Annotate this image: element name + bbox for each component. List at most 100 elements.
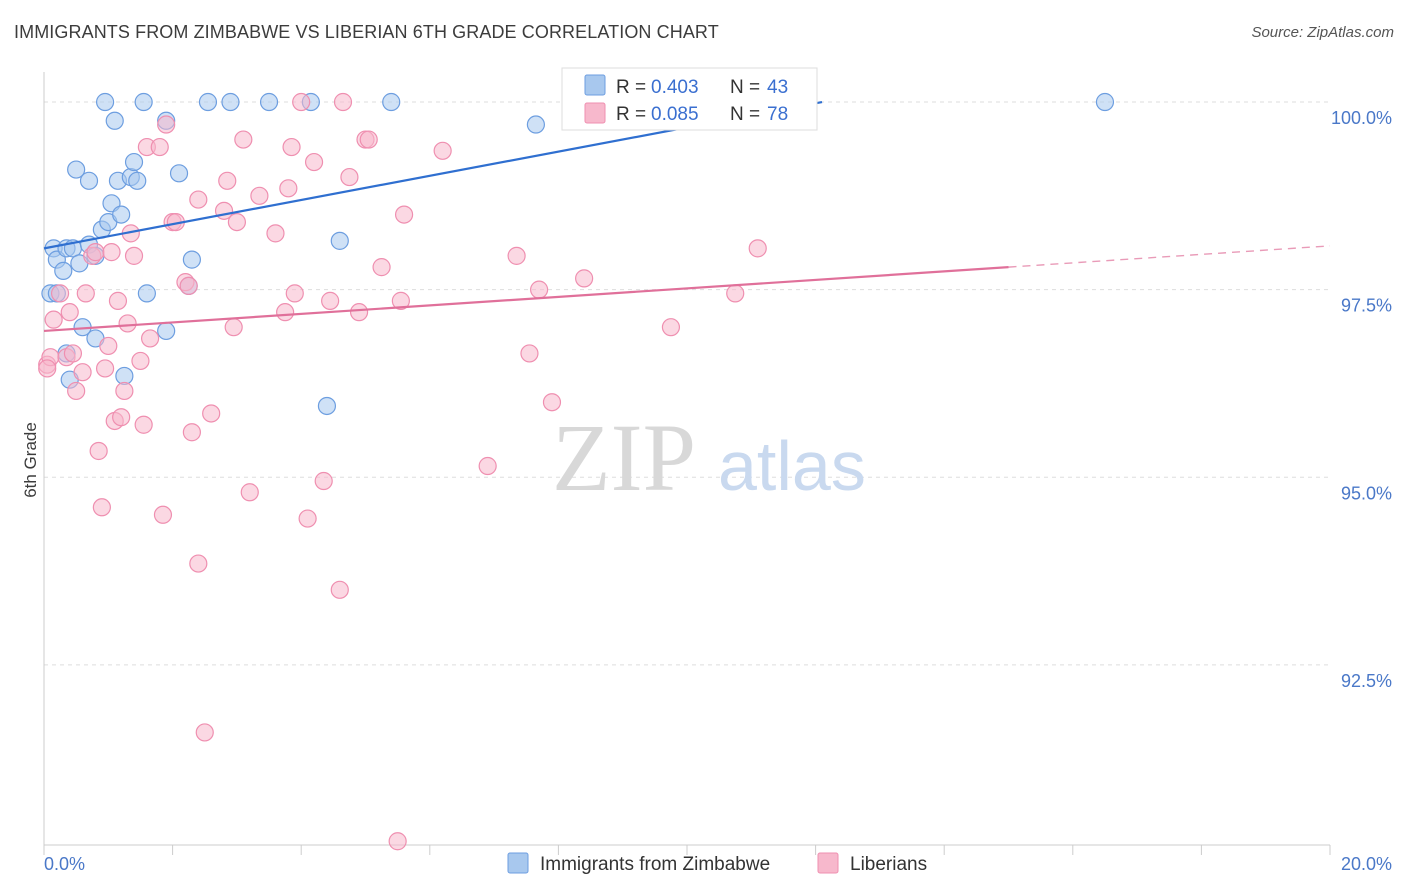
liberian-point-49 xyxy=(279,179,298,198)
liberian-point-16 xyxy=(102,243,121,262)
liberian-point-21 xyxy=(118,314,137,333)
y-tick-label-2: 95.0% xyxy=(1341,483,1392,503)
legend-swatch-pink xyxy=(584,102,606,124)
liberian-point-52 xyxy=(292,92,311,112)
liberian-point-20 xyxy=(115,381,134,401)
zimbabwe-point-40 xyxy=(330,231,349,250)
y-tick-label-1: 97.5% xyxy=(1341,296,1392,316)
chart-source: Source: ZipAtlas.com xyxy=(1251,24,1394,41)
zimbabwe-point-12 xyxy=(112,205,131,224)
legend-r-label-pink: R = xyxy=(616,104,646,125)
liberian-trend-extension xyxy=(1008,245,1331,268)
liberian-point-45 xyxy=(240,483,259,502)
axes xyxy=(43,72,1331,855)
tick-labels: 100.0% 97.5% 95.0% 92.5% 0.0% 20.0% 6th Grade xyxy=(21,108,1392,874)
liberian-point-11 xyxy=(86,243,105,262)
series-legend-label-liberians: Liberians xyxy=(850,854,927,875)
correlation-legend: R = 0.403 N = 43 R = 0.085 N = 78 xyxy=(561,67,818,131)
liberian-point-2 xyxy=(44,310,63,329)
liberian-point-25 xyxy=(134,415,153,434)
liberian-point-13 xyxy=(92,498,111,517)
liberian-point-67 xyxy=(433,141,452,160)
zimbabwe-point-13 xyxy=(67,160,86,179)
liberian-point-47 xyxy=(266,224,285,243)
liberian-point-24 xyxy=(131,351,150,371)
liberian-point-68 xyxy=(478,456,497,476)
legend-n-value-blue: 43 xyxy=(767,77,788,98)
watermark: ZIP atlas xyxy=(552,404,866,511)
liberian-point-65 xyxy=(394,205,414,224)
liberian-point-15 xyxy=(99,336,118,356)
y-axis-title: 6th Grade xyxy=(21,422,40,498)
y-tick-label-3: 92.5% xyxy=(1341,671,1392,691)
zimbabwe-point-18 xyxy=(128,171,147,190)
legend-r-label-blue: R = xyxy=(616,77,646,98)
scatter-points xyxy=(38,92,1115,851)
zimbabwe-point-21 xyxy=(134,92,153,112)
liberian-point-56 xyxy=(321,291,340,310)
liberian-point-69 xyxy=(507,246,526,265)
liberian-point-74 xyxy=(661,318,681,337)
legend-swatch-blue xyxy=(584,74,606,96)
liberian-point-41 xyxy=(218,171,237,190)
zimbabwe-point-2 xyxy=(54,261,73,280)
liberian-point-29 xyxy=(153,505,173,524)
liberian-point-70 xyxy=(520,344,539,363)
x-tick-label-1: 20.0% xyxy=(1341,854,1392,874)
zimbabwe-point-23 xyxy=(169,164,189,183)
liberian-point-14 xyxy=(95,359,115,378)
series-legend-swatch-liberians xyxy=(817,852,839,874)
liberian-point-76 xyxy=(748,239,767,258)
liberian-point-7 xyxy=(67,381,86,401)
zimbabwe-point-42 xyxy=(1095,92,1115,112)
liberian-point-12 xyxy=(89,441,108,461)
series-legend-swatch-zimbabwe xyxy=(507,852,529,874)
liberian-point-42 xyxy=(224,318,243,337)
liberian-point-28 xyxy=(150,137,169,157)
liberian-point-5 xyxy=(63,344,83,363)
liberian-point-34 xyxy=(179,276,198,295)
liberian-point-59 xyxy=(340,167,359,187)
chart-title: IMMIGRANTS FROM ZIMBABWE VS LIBERIAN 6TH… xyxy=(14,22,719,42)
liberian-point-72 xyxy=(542,393,562,412)
liberian-point-64 xyxy=(391,291,410,310)
x-tick-label-0: 0.0% xyxy=(44,854,85,874)
legend-n-label-blue: N = xyxy=(730,77,760,98)
grid-lines xyxy=(44,101,1330,666)
liberian-point-71 xyxy=(530,280,549,299)
liberian-point-55 xyxy=(314,471,333,491)
series-legend-label-zimbabwe: Immigrants from Zimbabwe xyxy=(540,854,770,875)
liberian-point-30 xyxy=(157,115,176,134)
zimbabwe-point-26 xyxy=(137,284,156,303)
zimbabwe-point-35 xyxy=(221,92,240,112)
liberian-point-75 xyxy=(726,284,745,303)
liberian-point-3 xyxy=(50,284,70,303)
liberian-point-8 xyxy=(73,363,92,382)
zimbabwe-point-41 xyxy=(526,115,545,134)
legend-n-label-pink: N = xyxy=(730,104,760,125)
liberian-point-6 xyxy=(60,303,79,322)
liberian-point-50 xyxy=(282,137,301,157)
watermark-atlas: atlas xyxy=(718,427,866,505)
liberian-point-53 xyxy=(298,509,317,528)
zimbabwe-point-14 xyxy=(79,171,99,190)
liberian-point-77 xyxy=(38,359,57,378)
zimbabwe-point-38 xyxy=(382,92,401,112)
liberian-point-19 xyxy=(112,408,131,427)
liberian-point-23 xyxy=(124,246,144,265)
liberian-point-73 xyxy=(575,269,594,288)
zimbabwe-point-17 xyxy=(124,152,144,172)
zimbabwe-point-19 xyxy=(105,111,124,130)
liberian-point-37 xyxy=(189,554,208,573)
liberian-point-44 xyxy=(234,130,253,149)
legend-r-value-pink: 0.085 xyxy=(651,104,699,125)
liberian-point-35 xyxy=(182,423,201,442)
liberian-point-60 xyxy=(349,303,369,322)
series-legend: Immigrants from Zimbabwe Liberians xyxy=(507,852,927,875)
zimbabwe-point-36 xyxy=(259,92,279,112)
liberian-point-51 xyxy=(285,284,304,303)
liberian-point-54 xyxy=(304,152,324,172)
liberian-point-38 xyxy=(195,723,214,742)
liberian-point-9 xyxy=(76,284,95,303)
